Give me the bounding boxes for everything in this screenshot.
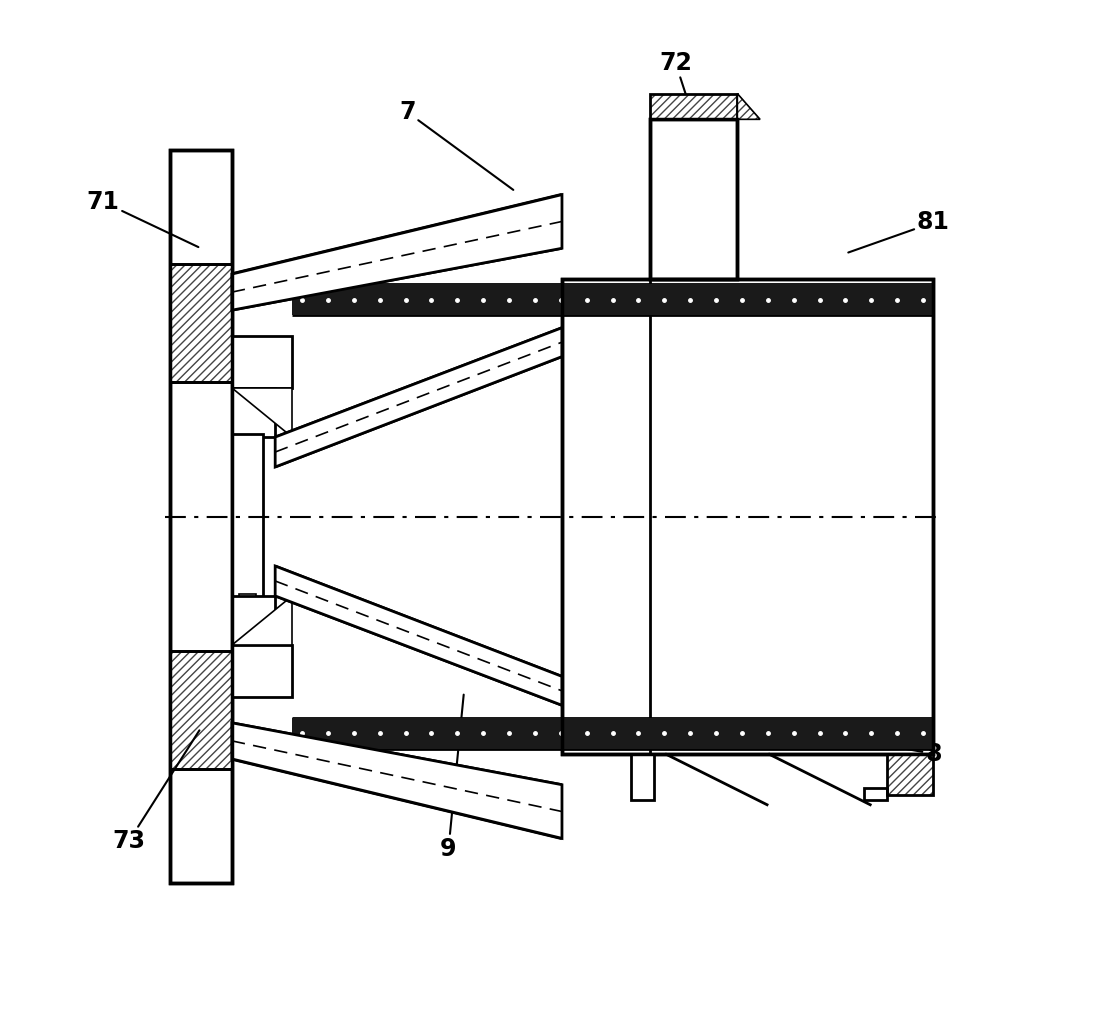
Text: 7: 7 — [399, 100, 514, 190]
Polygon shape — [275, 566, 562, 706]
Bar — [649, 94, 738, 120]
Bar — [171, 651, 232, 770]
Polygon shape — [232, 387, 292, 437]
Bar — [649, 120, 738, 279]
Bar — [631, 754, 654, 801]
Text: 8: 8 — [848, 739, 941, 765]
Bar — [562, 279, 933, 754]
Polygon shape — [232, 194, 562, 310]
Text: 9: 9 — [440, 694, 463, 860]
Bar — [649, 120, 738, 279]
Polygon shape — [232, 723, 562, 839]
Polygon shape — [292, 718, 933, 749]
Text: 72: 72 — [659, 51, 692, 101]
Bar — [171, 651, 232, 770]
Bar — [886, 754, 933, 795]
Bar — [232, 336, 292, 387]
Bar — [649, 94, 738, 120]
Bar — [239, 594, 256, 651]
Polygon shape — [292, 284, 933, 315]
Polygon shape — [275, 327, 562, 467]
Text: 71: 71 — [86, 190, 199, 247]
Bar — [171, 263, 232, 382]
Bar — [886, 754, 933, 795]
Bar — [171, 150, 232, 883]
Bar — [232, 596, 275, 646]
Polygon shape — [738, 94, 760, 120]
Bar — [171, 150, 232, 883]
Bar — [865, 788, 886, 801]
Bar — [232, 434, 262, 599]
Bar — [171, 263, 232, 382]
Text: 81: 81 — [848, 211, 950, 252]
Polygon shape — [232, 596, 292, 646]
Bar — [232, 646, 292, 697]
Bar — [562, 279, 933, 754]
Text: 73: 73 — [113, 730, 199, 853]
Bar — [232, 387, 275, 437]
